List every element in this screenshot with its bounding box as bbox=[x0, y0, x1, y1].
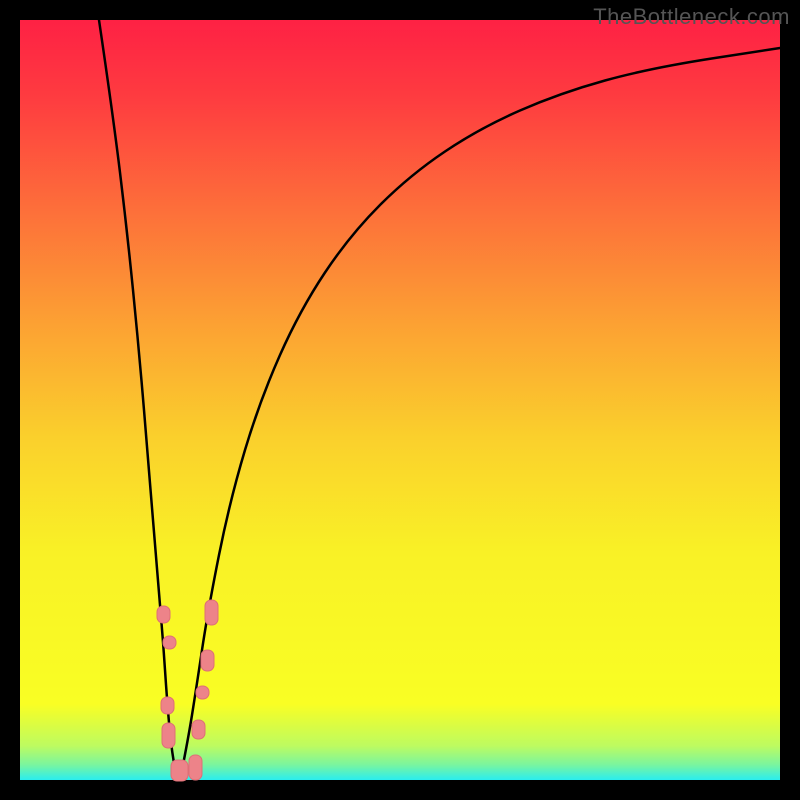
marker-point bbox=[192, 720, 205, 739]
marker-point bbox=[205, 600, 218, 625]
stage: TheBottleneck.com bbox=[0, 0, 800, 800]
marker-point bbox=[162, 723, 175, 748]
watermark-text: TheBottleneck.com bbox=[593, 4, 790, 30]
marker-point bbox=[163, 636, 176, 649]
marker-point bbox=[157, 606, 170, 623]
marker-point bbox=[161, 697, 174, 714]
marker-point bbox=[189, 755, 202, 780]
bottleneck-chart bbox=[0, 0, 800, 800]
marker-point bbox=[201, 650, 214, 671]
marker-point bbox=[171, 760, 188, 781]
marker-point bbox=[196, 686, 209, 699]
heatmap-background bbox=[20, 20, 780, 780]
